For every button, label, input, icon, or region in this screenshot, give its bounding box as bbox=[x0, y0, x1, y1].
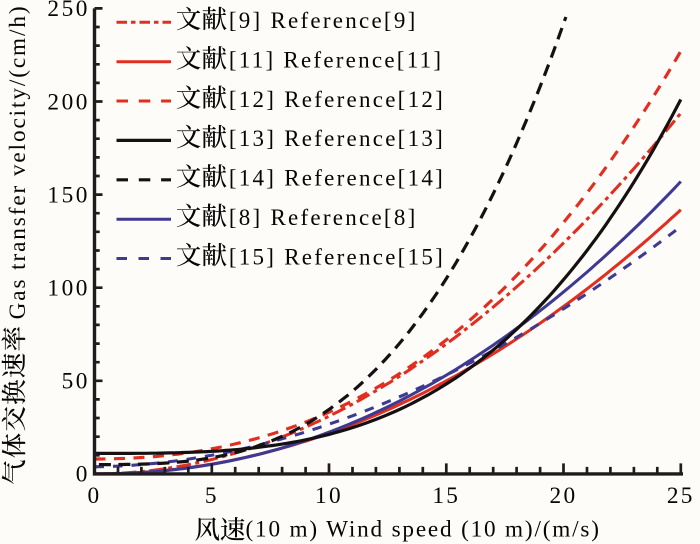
svg-text:[8] Reference[8]: [8] Reference[8] bbox=[229, 205, 418, 230]
svg-text:100: 100 bbox=[47, 276, 90, 302]
svg-text:[15] Reference[15]: [15] Reference[15] bbox=[229, 244, 445, 269]
svg-text:10: 10 bbox=[315, 483, 343, 509]
svg-text:25: 25 bbox=[667, 483, 695, 509]
svg-text:(10 m) Wind speed (10 m)/(m/s): (10 m) Wind speed (10 m)/(m/s) bbox=[246, 516, 601, 542]
svg-text:50: 50 bbox=[62, 369, 90, 395]
svg-text:5: 5 bbox=[205, 483, 219, 509]
svg-text:250: 250 bbox=[47, 0, 90, 22]
svg-text:Gas transfer velocity/(cm/h): Gas transfer velocity/(cm/h) bbox=[5, 5, 31, 320]
svg-text:[13] Reference[13]: [13] Reference[13] bbox=[229, 126, 445, 151]
svg-text:150: 150 bbox=[47, 182, 90, 208]
svg-text:[11] Reference[11]: [11] Reference[11] bbox=[229, 48, 443, 73]
svg-text:[9] Reference[9]: [9] Reference[9] bbox=[229, 8, 418, 33]
svg-text:200: 200 bbox=[47, 89, 90, 115]
svg-text:[14] Reference[14]: [14] Reference[14] bbox=[229, 166, 445, 191]
svg-text:0: 0 bbox=[88, 483, 102, 509]
svg-text:15: 15 bbox=[432, 483, 460, 509]
svg-text:20: 20 bbox=[550, 483, 578, 509]
svg-text:0: 0 bbox=[76, 462, 90, 488]
svg-text:[12] Reference[12]: [12] Reference[12] bbox=[229, 87, 445, 112]
